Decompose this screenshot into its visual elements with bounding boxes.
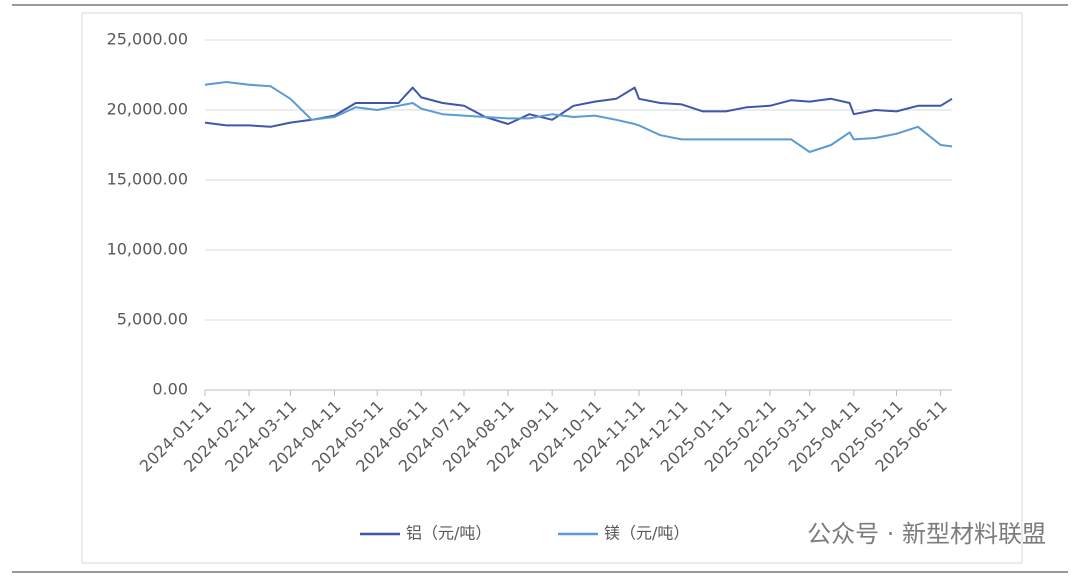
legend-label: 铝（元/吨）	[406, 524, 491, 543]
y-tick-label: 0.00	[152, 380, 188, 399]
y-tick-label: 5,000.00	[117, 310, 188, 329]
chart-frame	[81, 12, 1023, 564]
legend-label: 镁（元/吨）	[604, 524, 689, 543]
series-line	[204, 86, 953, 128]
watermark: 公众号 · 新型材料联盟	[807, 520, 1046, 548]
y-tick-label: 20,000.00	[107, 100, 188, 119]
y-tick-label: 10,000.00	[107, 240, 188, 259]
y-tick-label: 25,000.00	[107, 30, 188, 49]
y-tick-label: 15,000.00	[107, 170, 188, 189]
series-line	[204, 81, 953, 153]
